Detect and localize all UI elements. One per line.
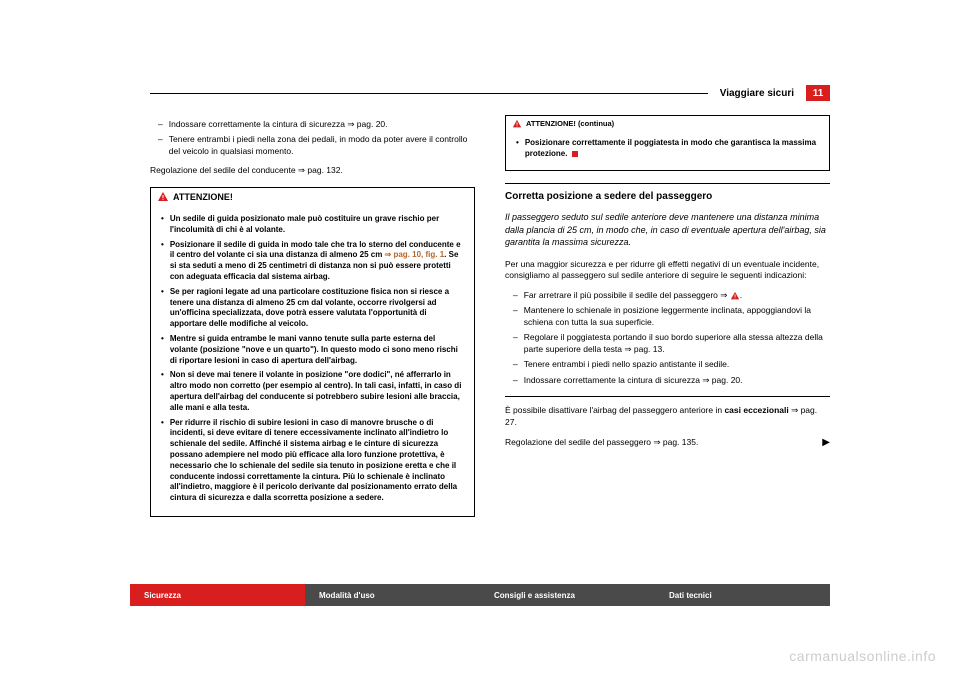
warning-triangle-icon <box>730 291 740 301</box>
bullet-inner: Far arretrare il più possibile il sedile… <box>524 290 730 300</box>
warning-continue-body: • Posizionare correttamente il poggiatest… <box>506 132 829 170</box>
left-column: – Indossare correttamente la cintura di … <box>150 115 475 568</box>
intro-paragraph: Il passeggero seduto sul sedile anterior… <box>505 211 830 249</box>
bullet-icon: • <box>161 370 164 413</box>
dash-icon: – <box>513 332 518 355</box>
regulation-row: Regolazione del sedile del passeggero ⇒ … <box>505 436 830 450</box>
list-item: – Tenere entrambi i piedi nello spazio a… <box>513 359 830 370</box>
note-pre: È possibile disattivare l'airbag del pas… <box>505 405 724 415</box>
warning-header: ATTENZIONE! <box>151 188 474 206</box>
list-item: – Tenere entrambi i piedi nella zona dei… <box>158 134 475 157</box>
continue-arrow-icon: ▶ <box>822 436 830 450</box>
dash-icon: – <box>158 134 163 157</box>
page-root: Viaggiare sicuri 11 – Indossare corretta… <box>0 0 960 678</box>
note-bold: casi eccezionali <box>724 405 788 415</box>
bullet-icon: • <box>161 334 164 366</box>
tab-dati[interactable]: Dati tecnici <box>655 584 830 606</box>
bullet-icon: • <box>516 138 519 160</box>
dash-icon: – <box>158 119 163 130</box>
warning-continue-header: ATTENZIONE! (continua) <box>506 116 829 132</box>
list-item: – Indossare correttamente la cintura di … <box>158 119 475 130</box>
warning-point: Per ridurre il rischio di subire lesioni… <box>170 418 464 504</box>
warning-point: Un sedile di guida posizionato male può … <box>170 214 464 236</box>
warning-point: Se per ragioni legate ad una particolare… <box>170 287 464 330</box>
header-row: Viaggiare sicuri 11 <box>150 85 830 101</box>
regulation-line: Regolazione del sedile del conducente ⇒ … <box>150 165 475 176</box>
bullet-text: Regolare il poggiatesta portando il suo … <box>524 332 830 355</box>
section-divider <box>505 396 830 397</box>
dash-icon: – <box>513 375 518 386</box>
dash-icon: – <box>513 290 518 301</box>
list-item: – Far arretrare il più possibile il sedi… <box>513 290 830 301</box>
warning-triangle-icon <box>157 191 169 203</box>
bullet-text: Mantenere lo schienale in posizione legg… <box>524 305 830 328</box>
list-item: – Indossare correttamente la cintura di … <box>513 375 830 386</box>
tab-modalita[interactable]: Modalità d'uso <box>305 584 480 606</box>
tab-consigli[interactable]: Consigli e assistenza <box>480 584 655 606</box>
page-ref-link: ⇒ pag. 10, fig. 1 <box>385 250 445 259</box>
dash-icon: – <box>513 305 518 328</box>
page-number-badge: 11 <box>806 85 830 101</box>
tab-sicurezza[interactable]: Sicurezza <box>130 584 305 606</box>
end-marker-icon <box>572 151 578 157</box>
bullet-icon: • <box>161 240 164 283</box>
dash-icon: – <box>513 359 518 370</box>
warning-continue-label: ATTENZIONE! (continua) <box>526 119 614 129</box>
warning-label: ATTENZIONE! <box>173 191 233 203</box>
bullet-text: Tenere entrambi i piedi nello spazio ant… <box>524 359 830 370</box>
bullet-text: Indossare correttamente la cintura di si… <box>169 119 475 130</box>
bullet-text: Indossare correttamente la cintura di si… <box>524 375 830 386</box>
bullet-text: Tenere entrambi i piedi nella zona dei p… <box>169 134 475 157</box>
section-divider <box>505 183 830 184</box>
right-column: ATTENZIONE! (continua) • Posizionare corr… <box>505 115 830 568</box>
list-item: – Regolare il poggiatesta portando il su… <box>513 332 830 355</box>
sub-heading: Corretta posizione a sedere del passegge… <box>505 190 830 204</box>
warning-continue-point: Posizionare correttamente il poggiatesta… <box>525 138 819 160</box>
note-paragraph: È possibile disattivare l'airbag del pas… <box>505 405 830 428</box>
content-columns: – Indossare correttamente la cintura di … <box>150 115 830 568</box>
warning-point: Mentre si guida entrambe le mani vanno t… <box>170 334 464 366</box>
list-item: – Mantenere lo schienale in posizione le… <box>513 305 830 328</box>
regulation-line: Regolazione del sedile del passeggero ⇒ … <box>505 437 698 448</box>
header-rule <box>150 93 708 94</box>
warning-continue-box: ATTENZIONE! (continua) • Posizionare corr… <box>505 115 830 171</box>
watermark: carmanualsonline.info <box>789 648 936 664</box>
footer-tabs: Sicurezza Modalità d'uso Consigli e assi… <box>130 584 830 606</box>
warning-triangle-icon <box>512 119 522 129</box>
lead-in-paragraph: Per una maggior sicurezza e per ridurre … <box>505 259 830 282</box>
bullet-icon: • <box>161 287 164 330</box>
warning-continue-text: Posizionare correttamente il poggiatesta… <box>525 138 816 158</box>
warning-body: • Un sedile di guida posizionato male può… <box>151 206 474 516</box>
section-title: Viaggiare sicuri <box>720 88 794 99</box>
warning-point: Non si deve mai tenere il volante in pos… <box>170 370 464 413</box>
warning-box: ATTENZIONE! • Un sedile di guida posizion… <box>150 187 475 517</box>
bullet-icon: • <box>161 214 164 236</box>
warning-point: Posizionare il sedile di guida in modo t… <box>170 240 464 283</box>
bullet-text: Far arretrare il più possibile il sedile… <box>524 290 830 301</box>
bullet-icon: • <box>161 418 164 504</box>
